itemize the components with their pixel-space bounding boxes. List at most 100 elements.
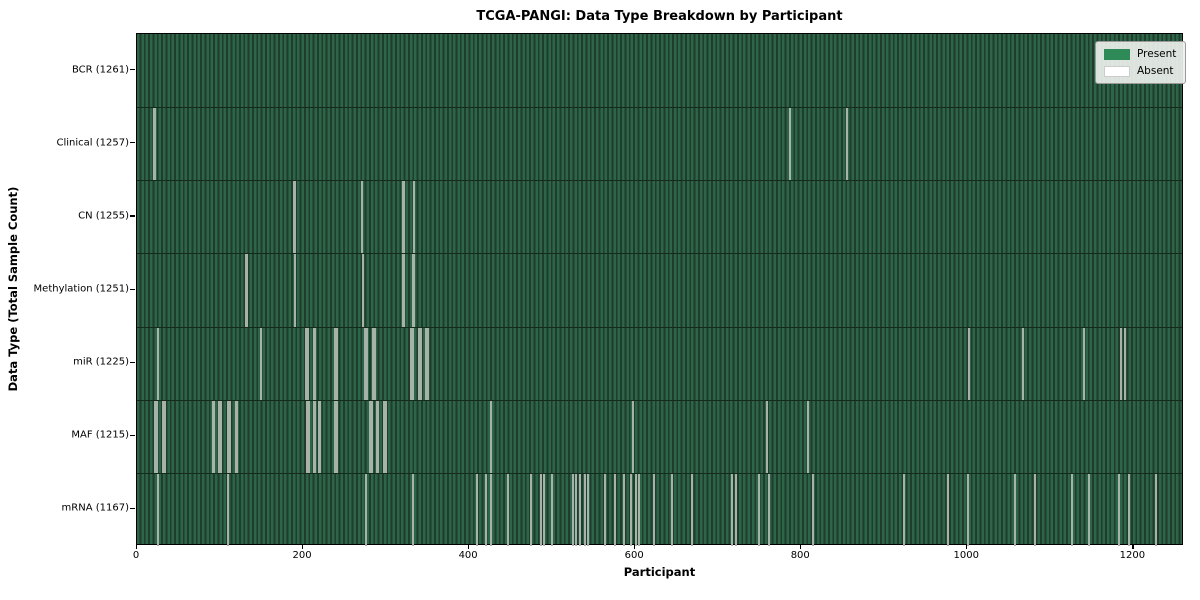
absent-mark (789, 108, 792, 181)
absent-mark (757, 473, 760, 546)
absent-mark (419, 327, 422, 400)
absent-mark (213, 400, 216, 473)
absent-mark (412, 181, 415, 254)
y-tick-label-mir: miR (1225) (73, 356, 129, 368)
absent-mark (583, 473, 586, 546)
absent-mark (631, 400, 634, 473)
y-tick-mark (130, 361, 135, 363)
x-tick-mark (966, 545, 968, 549)
absent-mark (614, 473, 617, 546)
absent-mark (623, 473, 626, 546)
absent-mark (690, 473, 693, 546)
absent-mark (211, 400, 214, 473)
absent-mark (572, 473, 575, 546)
absent-mark (1154, 473, 1157, 546)
heatmap-row-maf (137, 399, 1182, 473)
absent-mark (1022, 327, 1025, 400)
absent-mark (653, 473, 656, 546)
absent-mark (539, 473, 542, 546)
heatmap-plot-area (136, 33, 1183, 546)
absent-mark (305, 327, 308, 400)
absent-mark (154, 400, 157, 473)
y-tick-mark (130, 288, 135, 290)
absent-mark (586, 473, 589, 546)
absent-mark (161, 400, 164, 473)
absent-mark (163, 400, 166, 473)
absent-swatch-icon (1104, 65, 1130, 77)
absent-mark (1119, 327, 1122, 400)
absent-mark (475, 473, 478, 546)
x-tick-mark (634, 545, 636, 549)
y-tick-mark (130, 507, 135, 510)
x-tick-label-0: 0 (132, 550, 140, 561)
absent-mark (372, 327, 375, 400)
absent-mark (902, 473, 905, 546)
legend-label-absent: Absent (1137, 65, 1174, 77)
heatmap-row-mrna (137, 472, 1182, 546)
absent-mark (1070, 473, 1073, 546)
absent-mark (425, 327, 428, 400)
x-tick-mark (468, 545, 470, 549)
absent-mark (364, 473, 367, 546)
x-tick-label-1200: 1200 (1119, 550, 1146, 561)
absent-mark (427, 327, 430, 400)
absent-mark (1123, 327, 1126, 400)
absent-mark (1118, 473, 1121, 546)
absent-mark (154, 108, 157, 181)
absent-mark (335, 327, 338, 400)
absent-mark (806, 400, 809, 473)
absent-mark (735, 473, 738, 546)
absent-mark (412, 254, 415, 327)
x-tick-label-400: 400 (458, 550, 478, 561)
absent-mark (307, 400, 310, 473)
absent-mark (410, 327, 413, 400)
y-tick-label-methylation: Methylation (1251) (33, 283, 129, 295)
absent-mark (374, 327, 376, 400)
heatmap-row-clinical (137, 107, 1182, 181)
absent-mark (635, 473, 638, 546)
absent-mark (306, 327, 309, 400)
absent-mark (312, 327, 315, 400)
absent-mark (417, 327, 420, 400)
absent-mark (370, 400, 373, 473)
absent-mark (490, 400, 493, 473)
absent-mark (578, 473, 581, 546)
absent-mark (377, 400, 380, 473)
heatmap-row-methylation (137, 253, 1182, 327)
absent-mark (319, 400, 322, 473)
absent-mark (1013, 473, 1016, 546)
absent-mark (234, 400, 237, 473)
y-tick-mark (130, 69, 135, 71)
heatmap-row-cn (137, 180, 1182, 254)
absent-mark (946, 473, 949, 546)
absent-mark (384, 400, 387, 473)
absent-mark (156, 327, 159, 400)
y-tick-mark (130, 434, 135, 436)
y-tick-label-mrna: mRNA (1167) (61, 502, 129, 514)
absent-mark (383, 400, 386, 473)
absent-mark (1087, 473, 1090, 546)
absent-mark (156, 473, 159, 546)
absent-mark (529, 473, 532, 546)
absent-mark (968, 327, 971, 400)
y-tick-mark (130, 215, 135, 217)
absent-mark (1082, 327, 1085, 400)
absent-mark (812, 473, 815, 546)
x-axis-label: Participant (623, 565, 696, 579)
absent-mark (630, 473, 633, 546)
absent-mark (485, 473, 488, 546)
y-tick-mark (130, 142, 135, 144)
absent-mark (603, 473, 606, 546)
absent-mark (369, 400, 372, 473)
absent-mark (543, 473, 546, 546)
absent-mark (364, 327, 367, 400)
absent-mark (156, 400, 159, 473)
x-tick-mark (302, 545, 304, 549)
absent-mark (507, 473, 510, 546)
legend-item-present: Present (1104, 48, 1176, 60)
chart-title: TCGA-PANGI: Data Type Breakdown by Parti… (476, 9, 843, 24)
absent-mark (334, 400, 337, 473)
absent-mark (334, 327, 337, 400)
absent-mark (365, 327, 368, 400)
x-tick-label-800: 800 (790, 550, 810, 561)
